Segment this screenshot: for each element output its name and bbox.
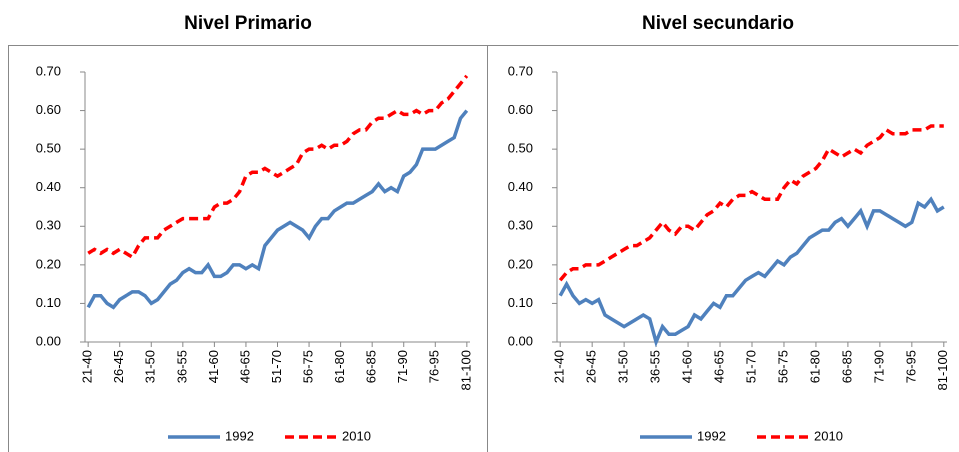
x-tick-label: 46-65 [237,350,252,383]
y-tick-label: 0.00 [36,333,61,348]
y-tick-label: 0.40 [36,179,61,194]
x-tick-label: 36-55 [174,350,189,383]
x-tick-label: 51-70 [743,350,758,383]
legend-label: 1992 [697,428,726,443]
y-tick-label: 0.20 [508,256,533,271]
y-tick-label: 0.00 [508,333,533,348]
y-tick-label: 0.50 [36,141,61,156]
panel-border [8,45,488,452]
chart-title: Nivel Primario [184,13,312,34]
x-tick-label: 41-60 [206,350,221,383]
data-line [558,196,945,348]
x-tick-label: 21-40 [80,350,95,383]
x-tick-label: 31-50 [143,350,158,383]
x-tick-label: 31-50 [616,350,631,383]
x-tick-label: 66-85 [839,350,854,383]
x-tick-label: 36-55 [648,350,663,383]
x-tick-label: 51-70 [269,350,284,383]
y-tick-label: 0.70 [508,63,533,78]
x-tick-label: 61-80 [332,350,347,383]
x-tick-label: 26-45 [111,350,126,383]
y-tick-label: 0.70 [36,63,61,78]
chart-title: Nivel secundario [642,13,794,34]
data-line [558,124,944,282]
x-tick-label: 81-100 [935,350,950,390]
x-tick-label: 71-90 [871,350,886,383]
legend-label: 2010 [814,428,843,443]
data-line [87,74,469,260]
x-tick-label: 76-95 [427,350,442,383]
x-tick-label: 41-60 [680,350,695,383]
y-tick-label: 0.20 [36,256,61,271]
y-tick-label: 0.10 [36,295,61,310]
y-tick-label: 0.60 [36,102,61,117]
x-tick-label: 26-45 [584,350,599,383]
x-tick-label: 61-80 [807,350,822,383]
y-tick-label: 0.60 [508,102,533,117]
y-tick-label: 0.50 [508,141,533,156]
legend-label: 2010 [342,428,371,443]
y-tick-label: 0.40 [508,179,533,194]
y-tick-label: 0.30 [36,218,61,233]
x-tick-label: 76-95 [903,350,918,383]
x-tick-label: 56-75 [775,350,790,383]
x-tick-label: 21-40 [552,350,567,383]
legend-label: 1992 [225,428,254,443]
y-tick-label: 0.10 [508,295,533,310]
y-tick-label: 0.30 [508,218,533,233]
x-tick-label: 46-65 [711,350,726,383]
x-tick-label: 56-75 [300,350,315,383]
x-tick-label: 66-85 [364,350,379,383]
x-tick-label: 71-90 [395,350,410,383]
data-line [86,109,469,310]
x-tick-label: 81-100 [458,350,473,390]
